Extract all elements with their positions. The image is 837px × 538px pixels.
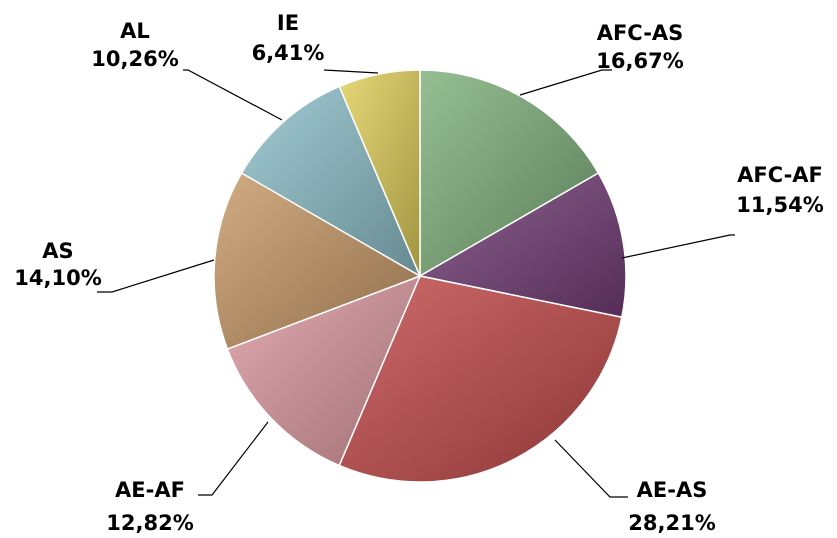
leader-line-afc-as — [519, 69, 612, 96]
pie-slice-afc-as — [419, 69, 600, 278]
slice-label-ae-af: AE-AF — [115, 478, 185, 502]
leader-line-ie — [323, 69, 379, 74]
leader-line-as — [97, 259, 215, 293]
slice-value-label-al: 10,26% — [91, 47, 178, 71]
slice-value-label-afc-af: 11,54% — [736, 193, 823, 217]
slice-label-as: AS — [42, 239, 73, 263]
slice-value-label-ae-as: 28,21% — [628, 511, 715, 535]
pie-slice-as — [213, 171, 422, 350]
slice-label-ae-as: AE-AS — [637, 478, 708, 502]
slice-label-afc-af: AFC-AF — [737, 163, 823, 187]
leader-line-ae-as — [554, 439, 628, 498]
slice-value-label-as: 14,10% — [14, 266, 101, 290]
slice-value-label-ae-af: 12,82% — [106, 511, 193, 535]
pie-slice-ae-af — [226, 274, 422, 467]
leader-line-al — [183, 69, 283, 121]
pie-slice-afc-af — [417, 171, 627, 319]
leader-line-ae-af — [198, 421, 269, 496]
slice-value-label-afc-as: 16,67% — [596, 49, 683, 73]
leader-line-afc-af — [621, 234, 735, 259]
slice-value-label-ie: 6,41% — [252, 41, 325, 65]
pie-slice-al — [240, 85, 422, 278]
pie-slice-ie — [338, 69, 421, 277]
pie-slice-ae-as — [338, 275, 623, 483]
slice-label-al: AL — [120, 19, 150, 43]
slice-label-afc-as: AFC-AS — [597, 21, 684, 45]
slice-label-ie: IE — [277, 11, 299, 35]
